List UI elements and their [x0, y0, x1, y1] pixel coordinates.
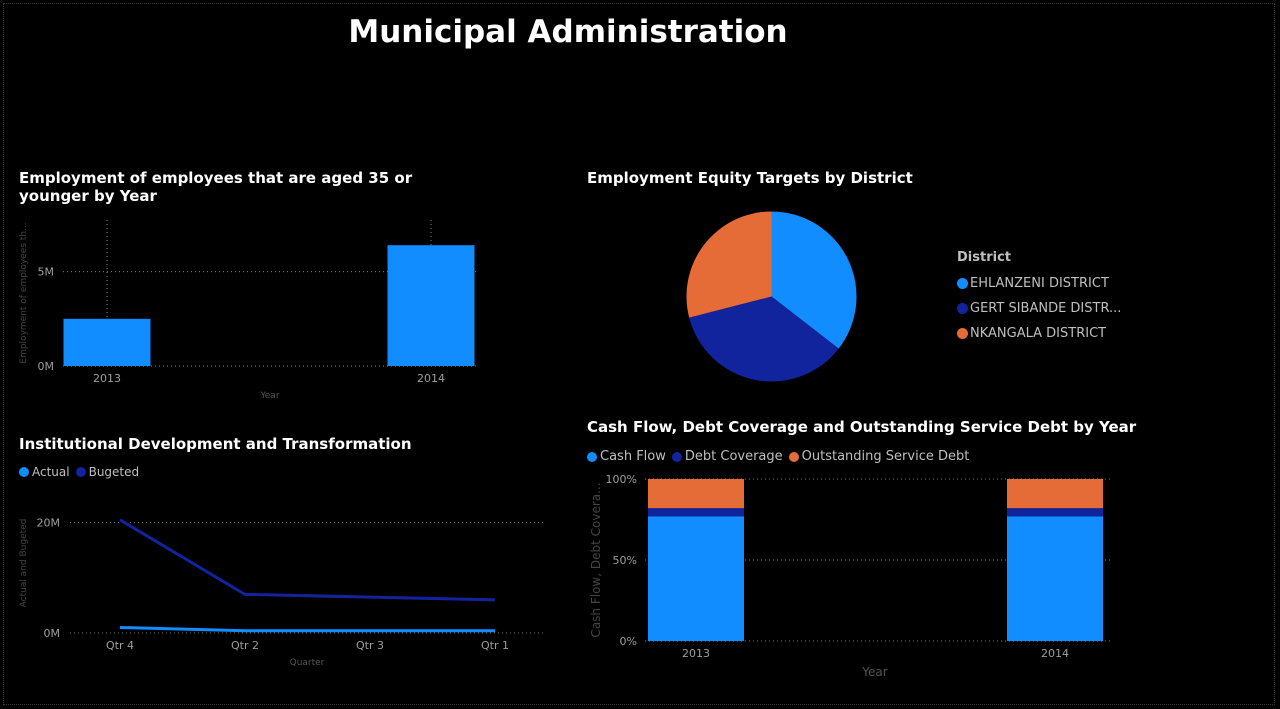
bar-segment-2014-0: [1007, 516, 1103, 641]
y-tick-label: 100%: [606, 473, 637, 486]
bar-2013: [63, 318, 151, 366]
page-title: Municipal Administration: [348, 14, 788, 50]
x-axis-label: Quarter: [290, 658, 325, 668]
equity-legend-title: District: [957, 250, 1011, 265]
pie-slice-1: [689, 296, 839, 382]
bar-segment-2014-2: [1007, 479, 1103, 509]
series-line-bugeted: [119, 518, 496, 602]
x-tick-label: Qtr 1: [481, 639, 509, 652]
legend-label: Bugeted: [88, 465, 140, 479]
legend-dot-icon: [957, 278, 968, 289]
legend-label: Actual: [32, 465, 70, 479]
y-tick-label: 0%: [620, 635, 637, 648]
institutional-chart-title: Institutional Development and Transforma…: [19, 435, 412, 453]
x-axis-label: Year: [259, 391, 279, 401]
institutional-legend: Actual Bugeted: [19, 465, 145, 479]
employment-chart-title: Employment of employees that are aged 35…: [19, 169, 413, 205]
y-tick-label: 0M: [38, 360, 55, 373]
bar-2014: [387, 245, 475, 366]
series-line-actual: [119, 625, 495, 633]
legend-label: EHLANZENI DISTRICT: [970, 276, 1109, 291]
x-tick-label: 2014: [417, 372, 445, 385]
y-axis-label: Actual and Bugeted: [19, 519, 29, 608]
legend-item-actual[interactable]: Actual: [19, 465, 70, 479]
x-axis-label: Year: [861, 665, 887, 679]
x-tick-label: 2013: [682, 647, 710, 660]
x-tick-label: 2014: [1041, 647, 1069, 660]
legend-dot-icon: [587, 451, 597, 462]
legend-label: Outstanding Service Debt: [801, 449, 970, 464]
legend-dot-icon: [788, 451, 799, 462]
pie-slice-2: [686, 211, 772, 318]
legend-item-cash-flow[interactable]: Cash Flow: [587, 449, 666, 464]
legend-label: NKANGALA DISTRICT: [970, 326, 1107, 341]
legend-dot-icon: [75, 467, 86, 477]
legend-item-ehlanzeni[interactable]: EHLANZENI DISTRICT: [957, 271, 1121, 296]
equity-pie-chart[interactable]: [680, 205, 865, 390]
dashboard-frame: [3, 3, 1275, 705]
x-tick-label: Qtr 4: [106, 639, 134, 652]
cashflow-legend: Cash Flow Debt Coverage Outstanding Serv…: [587, 449, 975, 464]
legend-item-bugeted[interactable]: Bugeted: [75, 465, 140, 479]
bar-segment-2013-0: [648, 516, 744, 641]
pie-slice-0: [771, 211, 857, 349]
legend-item-nkangala[interactable]: NKANGALA DISTRICT: [957, 321, 1121, 346]
y-tick-label: 20M: [37, 517, 61, 530]
legend-item-gert-sibande[interactable]: GERT SIBANDE DISTR...: [957, 296, 1121, 321]
y-axis-label: Employment of employees th...: [19, 222, 29, 363]
legend-dot-icon: [19, 467, 29, 477]
y-tick-label: 50%: [613, 554, 637, 567]
bar-segment-2014-1: [1007, 508, 1103, 517]
y-tick-label: 5M: [38, 266, 55, 279]
legend-dot-icon: [957, 328, 968, 339]
legend-item-debt-coverage[interactable]: Debt Coverage: [671, 449, 783, 464]
legend-item-outstanding-debt[interactable]: Outstanding Service Debt: [788, 449, 970, 464]
bar-segment-2013-2: [648, 479, 744, 509]
institutional-line-chart[interactable]: 0M 20M Qtr 4 Qtr 2 Qtr 3 Qtr 1 Quarter Actual a…: [0, 495, 560, 675]
cashflow-stacked-bar-chart[interactable]: 0% 50% 100% 2013 2014 Year Cash Flow, Debt Cov…: [580, 470, 1140, 685]
employment-bar-chart[interactable]: 0M 5M 2013 2014 Year Employment of employees …: [0, 215, 500, 405]
equity-chart-title: Employment Equity Targets by District: [587, 169, 913, 187]
cashflow-chart-title: Cash Flow, Debt Coverage and Outstanding…: [587, 418, 1137, 436]
legend-dot-icon: [671, 451, 682, 462]
legend-label: GERT SIBANDE DISTR...: [970, 301, 1122, 316]
legend-label: Debt Coverage: [684, 449, 783, 464]
bar-segment-2013-1: [648, 508, 744, 517]
legend-dot-icon: [957, 303, 968, 314]
x-tick-label: Qtr 2: [231, 639, 259, 652]
legend-label: Cash Flow: [600, 449, 666, 464]
x-tick-label: Qtr 3: [356, 639, 384, 652]
y-axis-label: Cash Flow, Debt Covera...: [589, 482, 603, 637]
equity-legend: District EHLANZENI DISTRICT GERT SIBANDE…: [957, 250, 1121, 346]
y-tick-label: 0M: [44, 627, 61, 640]
x-tick-label: 2013: [93, 372, 121, 385]
